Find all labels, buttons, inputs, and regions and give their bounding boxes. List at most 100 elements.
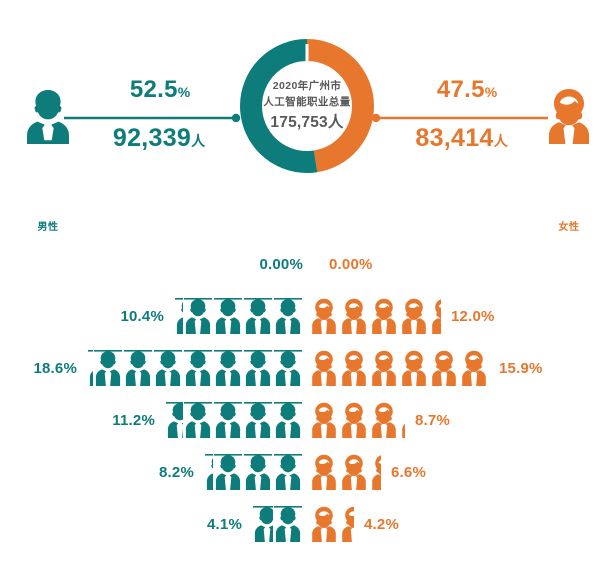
female-count: 83,414人	[379, 124, 544, 153]
person-icon	[183, 402, 213, 438]
pyramid-row-left: 10.4%	[0, 298, 306, 334]
person-icon	[459, 350, 489, 386]
person-icon	[273, 506, 303, 542]
male-icon-group	[165, 402, 303, 438]
gender-donut-chart: 2020年广州市 人工智能职业总量 175,753人	[237, 36, 377, 176]
person-icon	[369, 298, 399, 334]
female-percent-label: 8.7%	[415, 411, 450, 429]
pyramid-row-left: 18.6%	[0, 350, 306, 386]
male-percent-label: 18.6%	[33, 359, 77, 377]
person-icon-partial	[252, 506, 273, 542]
person-icon-partial	[87, 350, 93, 386]
female-percent-label: 15.9%	[499, 359, 543, 377]
person-icon	[309, 298, 339, 334]
gender-overview-section: 男性 52.5% 92,339人 2020年广州市 人工智能职业总量 175	[0, 0, 613, 233]
female-percent-unit: %	[484, 84, 498, 100]
pyramid-row: 0.00% 0.00%	[0, 238, 613, 290]
male-percent-label: 10.4%	[120, 307, 164, 325]
person-icon	[309, 350, 339, 386]
person-icon	[399, 298, 429, 334]
person-icon	[183, 298, 213, 334]
female-icon-group	[309, 402, 405, 438]
male-percent: 52.5%	[100, 76, 220, 104]
female-icon-group	[309, 454, 381, 490]
person-icon	[213, 350, 243, 386]
pyramid-row-right: 12.0%	[306, 298, 613, 334]
person-icon	[273, 298, 303, 334]
person-icon	[309, 402, 339, 438]
person-icon-partial	[339, 506, 354, 542]
pyramid-row-left: 8.2%	[0, 454, 306, 490]
male-count-value: 92,339	[112, 124, 192, 152]
male-count-unit: 人	[191, 133, 206, 149]
pyramid-row: 4.1% 4.2%	[0, 498, 613, 550]
male-count: 92,339人	[84, 124, 234, 153]
female-person-icon	[543, 88, 595, 144]
person-icon	[123, 350, 153, 386]
female-icon-group	[309, 298, 441, 334]
pyramid-row: 8.2% 6.6%	[0, 446, 613, 498]
female-percent-label: 0.00%	[329, 255, 373, 273]
person-icon	[213, 402, 243, 438]
male-percent-label: 8.2%	[159, 463, 194, 481]
male-connector-line	[64, 111, 242, 123]
male-icon-group	[87, 350, 303, 386]
male-percent-unit: %	[177, 84, 191, 100]
person-icon	[243, 454, 273, 490]
female-label: 女性	[558, 222, 580, 233]
male-label: 男性	[37, 222, 59, 233]
female-percent-label: 6.6%	[391, 463, 426, 481]
person-icon	[183, 350, 213, 386]
person-icon-partial	[369, 454, 381, 490]
pyramid-row: 18.6% 15.9%	[0, 342, 613, 394]
person-icon	[339, 350, 369, 386]
pyramid-row-left: 0.00%	[0, 256, 306, 273]
male-icon-group	[252, 506, 303, 542]
male-percent-label: 4.1%	[207, 515, 242, 533]
female-summary-block: 47.5% 83,414人 女性	[371, 76, 599, 233]
person-icon	[369, 350, 399, 386]
female-connector-line	[370, 111, 548, 123]
female-percent-label: 12.0%	[451, 307, 495, 325]
pictogram-pyramid-chart: 0.00% 0.00% 10.4% 12.0% 18.6% 15.9% 11.2% 8.7% 8…	[0, 238, 613, 550]
person-icon-partial	[399, 402, 405, 438]
person-icon	[339, 298, 369, 334]
person-icon	[213, 454, 243, 490]
person-icon	[339, 402, 369, 438]
male-icon-group	[174, 298, 303, 334]
person-icon	[243, 350, 273, 386]
person-icon	[93, 350, 123, 386]
female-icon-group	[309, 506, 354, 542]
male-summary-block: 男性 52.5% 92,339人	[14, 76, 241, 233]
person-icon	[429, 350, 459, 386]
person-icon	[339, 454, 369, 490]
person-icon-partial	[165, 402, 183, 438]
male-icon-group	[204, 454, 303, 490]
pyramid-row-right: 15.9%	[306, 350, 613, 386]
pyramid-row-right: 8.7%	[306, 402, 613, 438]
male-percent-label: 11.2%	[112, 411, 155, 429]
female-count-unit: 人	[493, 133, 508, 149]
pyramid-row: 10.4% 12.0%	[0, 290, 613, 342]
pyramid-row: 11.2% 8.7%	[0, 394, 613, 446]
female-icon-group	[309, 350, 489, 386]
person-icon	[213, 298, 243, 334]
person-icon	[243, 402, 273, 438]
person-icon	[153, 350, 183, 386]
pyramid-row-left: 11.2%	[0, 402, 306, 438]
male-percent-label: 0.00%	[259, 255, 303, 273]
person-icon	[369, 402, 399, 438]
person-icon	[273, 402, 303, 438]
pyramid-row-right: 4.2%	[306, 506, 613, 542]
person-icon	[273, 454, 303, 490]
person-icon	[273, 350, 303, 386]
female-percent: 47.5%	[402, 76, 532, 104]
pyramid-row-left: 4.1%	[0, 506, 306, 542]
female-count-value: 83,414	[415, 124, 494, 152]
person-icon	[309, 454, 339, 490]
pyramid-row-right: 6.6%	[306, 454, 613, 490]
person-icon	[309, 506, 339, 542]
male-person-icon	[22, 88, 74, 144]
person-icon-partial	[429, 298, 441, 334]
female-percent-value: 47.5	[436, 76, 485, 103]
